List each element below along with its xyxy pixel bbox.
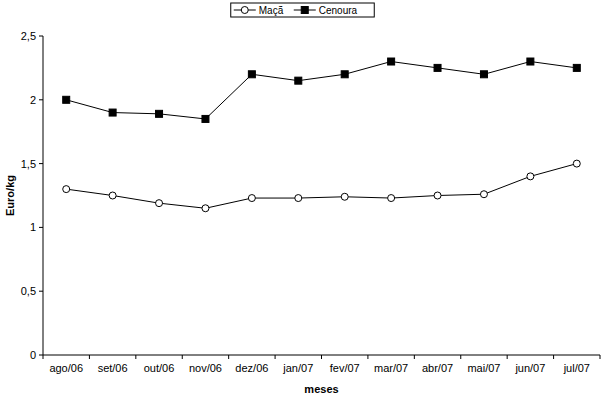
data-point <box>434 64 441 71</box>
x-tick <box>228 355 229 359</box>
data-point <box>248 71 255 78</box>
x-tick <box>553 355 554 359</box>
data-point <box>295 195 302 202</box>
x-tick <box>321 355 322 359</box>
y-tick <box>39 163 43 164</box>
data-point <box>388 195 395 202</box>
data-point <box>248 195 255 202</box>
data-point <box>573 64 580 71</box>
data-point <box>202 205 209 212</box>
x-tick <box>135 355 136 359</box>
y-axis <box>43 36 44 355</box>
legend-marker <box>301 7 308 14</box>
plot-area <box>63 58 581 212</box>
x-tick <box>414 355 415 359</box>
y-tick <box>39 291 43 292</box>
data-point <box>109 109 116 116</box>
x-axis-title: meses <box>304 383 338 395</box>
x-tick <box>600 355 601 359</box>
data-point <box>434 192 441 199</box>
y-tick <box>39 36 43 37</box>
x-tick-label: out/06 <box>144 362 175 374</box>
x-tick-label: nov/06 <box>189 362 222 374</box>
x-tick <box>507 355 508 359</box>
y-tick-label: 0,5 <box>21 285 36 297</box>
data-point <box>156 200 163 207</box>
legend: Maçã Cenoura <box>231 3 375 17</box>
y-axis-title: Euro/kg <box>4 175 16 216</box>
x-tick-label: abr/07 <box>422 362 453 374</box>
x-tick-label: jan/07 <box>282 362 313 374</box>
legend-box <box>231 3 375 17</box>
x-tick <box>460 355 461 359</box>
x-tick-label: mai/07 <box>467 362 500 374</box>
data-point <box>527 173 534 180</box>
chart: 0 0,5 1 1,5 2 2,5 ago/06 set/06 out/06 nov/06 dez/… <box>0 0 607 406</box>
data-point <box>341 193 348 200</box>
x-tick-label: set/06 <box>98 362 128 374</box>
y-tick <box>39 99 43 100</box>
x-tick <box>89 355 90 359</box>
x-tick-label: jul/07 <box>563 362 590 374</box>
x-tick <box>43 355 44 359</box>
x-tick-label: fev/07 <box>330 362 360 374</box>
x-tick-label: ago/06 <box>49 362 83 374</box>
x-tick-label: jun/07 <box>514 362 545 374</box>
data-point <box>480 191 487 198</box>
data-point <box>341 71 348 78</box>
data-point <box>480 71 487 78</box>
y-tick-label: 0 <box>30 349 36 361</box>
data-point <box>295 77 302 84</box>
series-line <box>66 164 577 209</box>
data-point <box>156 110 163 117</box>
legend-label: Maçã <box>259 5 284 16</box>
series-line <box>66 62 577 119</box>
data-point <box>202 115 209 122</box>
data-point <box>388 58 395 65</box>
x-tick-label: dez/06 <box>235 362 268 374</box>
y-tick <box>39 227 43 228</box>
data-point <box>63 96 70 103</box>
y-tick-label: 2 <box>30 94 36 106</box>
data-point <box>109 192 116 199</box>
data-point <box>573 160 580 167</box>
x-tick-label: mar/07 <box>374 362 408 374</box>
x-tick <box>367 355 368 359</box>
legend-label: Cenoura <box>319 5 358 16</box>
legend-marker <box>241 7 248 14</box>
y-tick-label: 1 <box>30 221 36 233</box>
y-tick <box>39 355 43 356</box>
data-point <box>63 186 70 193</box>
y-tick-label: 1,5 <box>21 158 36 170</box>
data-point <box>527 58 534 65</box>
y-tick-label: 2,5 <box>21 30 36 42</box>
x-tick <box>182 355 183 359</box>
x-tick <box>275 355 276 359</box>
